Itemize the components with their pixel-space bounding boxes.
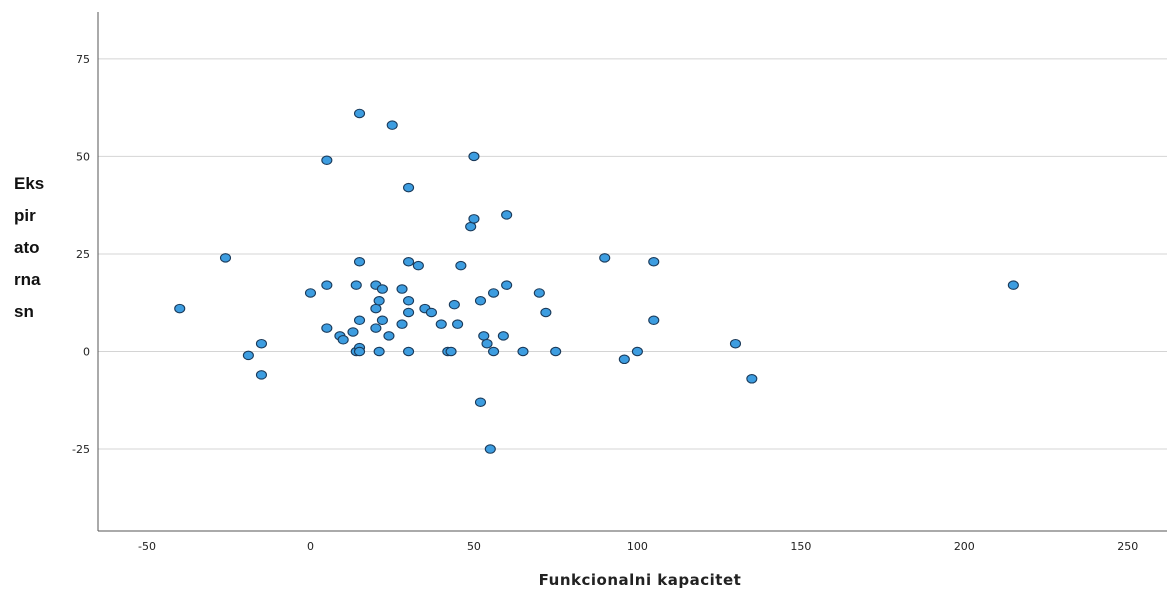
data-point — [321, 280, 333, 290]
y-tick-label: -25 — [72, 443, 90, 456]
data-point — [517, 346, 529, 357]
data-point — [631, 346, 643, 357]
data-point — [255, 338, 268, 349]
x-tick-label: 50 — [467, 540, 481, 553]
x-tick-label: 150 — [790, 540, 811, 553]
x-tick-label: 100 — [627, 540, 648, 553]
data-point — [468, 214, 480, 224]
data-point — [484, 444, 496, 454]
data-point — [481, 338, 493, 349]
data-point — [501, 280, 513, 290]
data-point — [370, 323, 382, 333]
data-point — [452, 319, 464, 329]
data-point — [353, 108, 366, 119]
data-point — [648, 315, 660, 326]
data-point — [219, 253, 232, 263]
data-point — [468, 151, 480, 162]
y-tick-label: 25 — [76, 248, 90, 261]
data-point — [353, 315, 366, 326]
y-tick-label: 50 — [76, 150, 90, 163]
data-point — [321, 323, 333, 333]
y-tick-label: 75 — [76, 53, 90, 66]
data-point — [465, 221, 477, 232]
data-points — [174, 108, 1019, 454]
data-point — [396, 284, 408, 294]
data-point — [403, 296, 415, 306]
y-axis-label-line: ato — [14, 238, 40, 257]
data-point — [353, 256, 366, 267]
data-point — [488, 346, 500, 357]
x-tick-label: 250 — [1117, 540, 1138, 553]
data-point — [618, 354, 630, 365]
y-axis-label-line: rna — [14, 270, 41, 289]
data-point — [376, 284, 388, 294]
data-point — [746, 374, 758, 384]
data-point — [412, 260, 424, 271]
gridlines — [98, 58, 1167, 450]
x-tick-label: 200 — [954, 540, 975, 553]
data-point — [425, 307, 437, 318]
x-tick-label: -50 — [138, 540, 156, 553]
data-point — [435, 319, 447, 329]
data-point — [403, 346, 415, 357]
data-point — [488, 288, 500, 298]
data-point — [403, 307, 415, 318]
data-point — [540, 307, 552, 318]
data-point — [337, 335, 349, 345]
y-tick-label: 0 — [83, 345, 90, 358]
x-tick-label: 0 — [307, 540, 314, 553]
data-point — [370, 303, 382, 314]
data-point — [174, 303, 186, 314]
data-point — [729, 338, 742, 349]
data-point — [1007, 280, 1019, 290]
data-point — [376, 315, 388, 326]
data-point — [373, 346, 385, 357]
data-point — [474, 397, 487, 407]
y-axis-label-line: pir — [14, 206, 36, 225]
data-point — [403, 256, 415, 267]
data-point — [373, 296, 385, 306]
x-tick-labels: -50 0 50 100 150 200 250 — [138, 540, 1138, 553]
data-point — [255, 370, 268, 380]
y-tick-labels: -25 0 25 50 75 — [72, 53, 90, 456]
data-point — [403, 182, 415, 193]
data-point — [304, 288, 317, 298]
data-point — [497, 331, 509, 341]
data-point — [353, 346, 366, 357]
data-point — [242, 350, 254, 361]
data-point — [445, 346, 457, 357]
y-axis-label-line: sn — [14, 302, 34, 321]
data-point — [350, 280, 362, 290]
data-point — [455, 260, 467, 271]
data-point — [550, 346, 562, 357]
y-axis-label-line: Eks — [14, 174, 45, 193]
data-point — [478, 331, 490, 341]
axes — [97, 12, 1167, 532]
data-point — [474, 296, 487, 306]
data-point — [648, 256, 660, 267]
y-axis-label: Eks pir ato rna sn — [14, 168, 74, 328]
data-point — [386, 120, 398, 130]
data-point — [448, 299, 460, 310]
data-point — [396, 319, 408, 329]
data-point — [383, 331, 395, 341]
x-axis-label: Funkcionalni kapacitet — [539, 571, 742, 589]
data-point — [599, 253, 611, 263]
data-point — [321, 155, 333, 166]
data-point — [347, 327, 359, 337]
data-point — [533, 288, 545, 298]
data-point — [501, 210, 513, 220]
